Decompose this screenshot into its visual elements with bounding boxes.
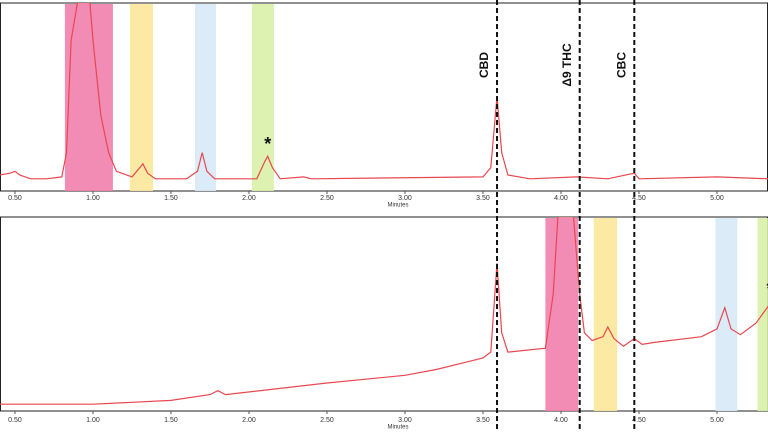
x-axis-label: Minutes <box>387 203 408 209</box>
marker-label: Δ9 THC <box>560 43 574 87</box>
x-tick-label: 4.00 <box>554 417 568 424</box>
x-tick-label: 0.50 <box>8 417 22 424</box>
marker-label: CBC <box>614 52 628 78</box>
x-tick-label: 3.50 <box>476 417 490 424</box>
trace-line <box>0 3 768 180</box>
x-tick-label: 4.50 <box>632 417 646 424</box>
panel-frame <box>0 216 768 412</box>
x-tick-label: 1.00 <box>86 417 100 424</box>
x-tick-label: 3.00 <box>398 417 412 424</box>
x-tick-label: 2.50 <box>320 195 334 202</box>
x-tick-label: 3.00 <box>398 195 412 202</box>
highlight-band <box>195 4 217 191</box>
x-tick-label: 3.50 <box>476 195 490 202</box>
x-tick-label: 5.00 <box>710 195 724 202</box>
x-tick-label: 2.50 <box>320 417 334 424</box>
x-axis-label: Minutes <box>387 425 408 431</box>
highlight-band <box>129 4 154 191</box>
highlight-band <box>251 4 274 191</box>
x-tick-label: 5.00 <box>710 417 724 424</box>
x-tick-label: 4.00 <box>554 195 568 202</box>
annotation-marker: * <box>264 134 271 154</box>
x-tick-label: 0.50 <box>8 195 22 202</box>
x-tick-label: 1.50 <box>164 195 178 202</box>
highlight-band <box>64 4 113 191</box>
trace-line <box>0 217 768 405</box>
panel-frame <box>0 2 768 192</box>
x-tick-label: 2.00 <box>242 195 256 202</box>
marker-label: CBD <box>477 52 491 78</box>
highlight-band <box>593 218 618 411</box>
x-tick-label: 1.50 <box>164 417 178 424</box>
x-tick-label: 2.00 <box>242 417 256 424</box>
x-tick-label: 4.50 <box>632 195 646 202</box>
x-tick-label: 1.00 <box>86 195 100 202</box>
annotation-marker: * <box>767 279 768 299</box>
